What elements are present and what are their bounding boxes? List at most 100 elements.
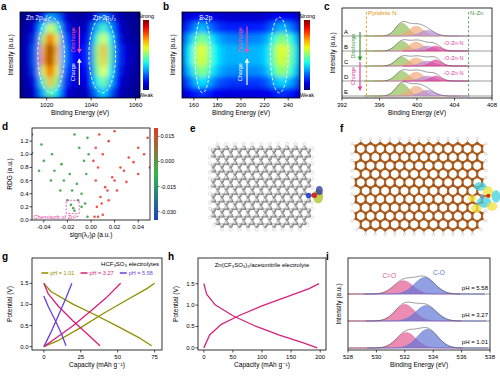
carbon-atom xyxy=(228,183,233,188)
heatmap-cell xyxy=(276,44,283,55)
carbon-atom xyxy=(276,161,281,166)
heatmap-cell xyxy=(20,34,27,45)
carbon-atom xyxy=(388,159,391,162)
carbon-atom xyxy=(456,170,459,173)
carbon-atom xyxy=(272,148,277,153)
carbon-atom xyxy=(298,178,303,183)
colorbar-tick xyxy=(158,186,160,187)
heatmap-cell xyxy=(206,55,213,66)
carbon-atom xyxy=(437,192,440,195)
heatmap-cell xyxy=(133,23,140,34)
peak-highlight xyxy=(195,17,210,93)
carbon-atom xyxy=(359,203,362,206)
carbon-atom xyxy=(280,148,285,153)
heatmap-cell xyxy=(20,44,27,55)
carbon-atom xyxy=(220,208,225,213)
hydrogen-atom xyxy=(356,228,359,231)
carbon-atom xyxy=(398,226,401,229)
heatmap-cell xyxy=(107,77,114,88)
carbon-atom xyxy=(432,178,435,181)
peak-annotation: N-Zn xyxy=(470,10,483,16)
carbon-atom xyxy=(451,184,454,187)
heatmap-cell xyxy=(20,23,27,34)
carbon-atom xyxy=(246,153,251,158)
hydrogen-atom xyxy=(369,137,372,140)
heatmap-cell xyxy=(223,77,230,88)
carbon-atom xyxy=(215,216,220,221)
heatmap-cell xyxy=(212,55,219,66)
carbon-atom xyxy=(359,187,362,190)
carbon-atom xyxy=(280,193,285,198)
carbon-atom xyxy=(211,153,216,158)
carbon-atom xyxy=(393,167,396,170)
carbon-atom xyxy=(276,171,281,176)
hydrogen-atom xyxy=(229,228,232,231)
carbon-atom xyxy=(354,212,357,215)
hydrogen-atom xyxy=(251,142,254,145)
carbon-atom xyxy=(427,220,430,223)
arrow-shaft xyxy=(79,27,80,53)
carbon-atom xyxy=(466,220,469,223)
carbon-atom xyxy=(241,176,246,181)
scatter-point xyxy=(99,196,102,199)
heatmap-cell xyxy=(194,66,201,77)
hydrogen-atom xyxy=(485,159,488,162)
heatmap-cell xyxy=(127,34,134,45)
carbon-atom xyxy=(422,195,425,198)
heatmap-cell xyxy=(120,66,127,77)
carbon-atom xyxy=(298,153,303,158)
plot-frame xyxy=(20,12,140,98)
hydrogen-atom xyxy=(461,233,464,236)
carbon-atom xyxy=(259,216,264,221)
heatmap-cell xyxy=(212,66,219,77)
carbon-atom xyxy=(241,161,246,166)
carbon-atom xyxy=(379,187,382,190)
carbon-atom xyxy=(466,187,469,190)
carbon-atom xyxy=(211,208,216,213)
site-label: -O-Zn-N xyxy=(443,55,463,61)
x-tick-label: 160 xyxy=(189,102,200,108)
carbon-atom xyxy=(276,156,281,161)
carbon-atom xyxy=(259,206,264,211)
carbon-atom xyxy=(422,212,425,215)
carbon-atom xyxy=(461,229,464,232)
carbon-atom xyxy=(379,175,382,178)
carbon-atom xyxy=(259,201,264,206)
peak-label: Zn 2p₁/₂ xyxy=(93,14,117,22)
carbon-atom xyxy=(466,192,469,195)
heatmap-cell xyxy=(188,66,195,77)
heatmap-cell xyxy=(288,77,295,88)
hydrogen-atom xyxy=(255,228,258,231)
hydrogen-atom xyxy=(452,233,455,236)
carbon-atom xyxy=(293,161,298,166)
heatmap-cell xyxy=(200,77,207,88)
hydrogen-atom xyxy=(208,177,211,180)
scatter-point xyxy=(116,189,119,192)
carbon-atom xyxy=(403,195,406,198)
carbon-atom xyxy=(302,171,307,176)
hydrogen-atom xyxy=(310,156,313,159)
carbon-atom xyxy=(306,183,311,188)
carbon-atom xyxy=(422,178,425,181)
hydrogen-atom xyxy=(437,137,440,140)
heatmap-cell xyxy=(33,34,40,45)
carbon-atom xyxy=(461,201,464,204)
carbon-atom xyxy=(456,175,459,178)
site-label: -O-Zn-N xyxy=(443,70,463,76)
carbon-atom xyxy=(306,163,311,168)
heatmap-cell xyxy=(33,66,40,77)
carbon-atom xyxy=(364,212,367,215)
scatter-point xyxy=(98,133,101,136)
scatter-point xyxy=(93,215,96,218)
carbon-atom xyxy=(306,208,311,213)
carbon-atom xyxy=(289,193,294,198)
carbon-atom xyxy=(259,161,264,166)
heatmap-cell xyxy=(80,23,87,34)
heatmap-cell xyxy=(247,87,254,98)
carbon-atom xyxy=(237,148,242,153)
carbon-atom xyxy=(220,148,225,153)
colorbar-label: Strong xyxy=(299,13,315,19)
spectrum-name: D xyxy=(344,74,349,80)
carbon-atom xyxy=(427,192,430,195)
x-tick-label: 180 xyxy=(212,102,223,108)
